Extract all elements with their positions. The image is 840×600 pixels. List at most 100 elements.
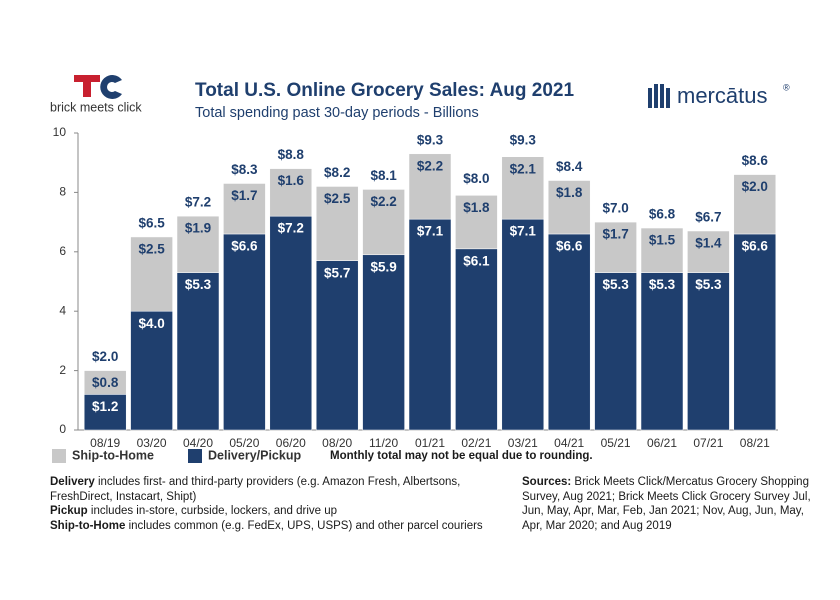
total-label: $8.3 [231, 162, 258, 177]
value-label: $2.5 [138, 242, 165, 257]
bar-segment [269, 215, 313, 431]
value-label: $7.1 [417, 224, 444, 239]
logo-right-icon [648, 84, 670, 108]
value-label: $5.3 [602, 277, 629, 292]
bar-segment [501, 156, 545, 220]
bar-segment [83, 370, 127, 395]
total-label: $7.0 [602, 201, 628, 216]
chart-title: Total U.S. Online Grocery Sales: Aug 202… [195, 80, 574, 101]
total-label: $7.2 [185, 195, 211, 210]
value-label: $1.8 [463, 200, 490, 215]
bar-segment [315, 186, 359, 261]
footnote-text: includes first- and third-party provider… [50, 476, 461, 503]
x-tick-label: 08/20 [322, 436, 352, 450]
value-label: $6.6 [556, 239, 583, 254]
legend-label: Ship-to-Home [72, 448, 154, 462]
bar-segment [269, 168, 313, 217]
bar-segment [362, 189, 405, 256]
footnote: Delivery includes first- and third-party… [50, 475, 505, 504]
logo-left-icon [74, 75, 122, 100]
sources-text: Brick Meets Click/Mercatus Grocery Shopp… [522, 476, 811, 532]
bar-segment [547, 233, 591, 431]
note: Monthly total may not be equal due to ro… [330, 450, 593, 462]
y-tick-label: 6 [59, 244, 66, 258]
footnote: Ship-to-Home includes common (e.g. FedEx… [50, 519, 505, 534]
logo-right-mark: ® [783, 82, 790, 92]
total-label: $6.7 [695, 210, 721, 225]
value-label: $2.1 [510, 161, 537, 176]
total-label: $8.2 [324, 165, 350, 180]
footnote: Pickup includes in-store, curbside, lock… [50, 504, 505, 519]
value-label: $2.5 [324, 191, 351, 206]
total-label: $2.0 [92, 349, 118, 364]
x-tick-label: 04/20 [183, 436, 213, 450]
y-tick-label: 2 [59, 363, 66, 377]
bar-segment [501, 218, 545, 431]
value-label: $1.4 [695, 236, 722, 251]
bar-segment [130, 236, 173, 312]
value-label: $2.2 [370, 194, 396, 209]
x-tick-label: 04/21 [554, 436, 584, 450]
value-label: $0.8 [92, 375, 119, 390]
bar-segment [594, 221, 637, 273]
value-label: $1.5 [649, 233, 676, 248]
value-label: $4.0 [138, 316, 164, 331]
total-label: $8.8 [278, 147, 305, 162]
footnote-text: includes in-store, curbside, lockers, an… [87, 505, 338, 517]
bar-segment [223, 183, 266, 235]
value-label: $1.7 [602, 227, 628, 242]
chart-subtitle: Total spending past 30-day periods - Bil… [195, 105, 479, 121]
bar-segment [687, 230, 730, 273]
total-label: $8.4 [556, 159, 583, 174]
x-tick-label: 11/20 [369, 436, 398, 450]
y-tick-label: 0 [59, 422, 66, 436]
bar-segment [223, 233, 266, 431]
y-tick-label: 10 [53, 125, 67, 139]
value-label: $2.0 [742, 179, 768, 194]
bar-segment [733, 174, 777, 235]
total-label: $9.3 [417, 132, 444, 147]
value-label: $7.2 [278, 221, 304, 236]
bar-segment [547, 180, 591, 235]
x-tick-label: 03/21 [508, 436, 538, 450]
bar-segment [130, 310, 173, 431]
value-label: $1.8 [556, 185, 583, 200]
value-label: $1.7 [231, 188, 257, 203]
bar-segment [176, 215, 220, 273]
y-tick-label: 4 [59, 303, 66, 317]
value-label: $1.9 [185, 221, 211, 236]
x-tick-label: 05/21 [601, 436, 631, 450]
bar-segment [83, 394, 127, 431]
bar-segment [408, 153, 452, 220]
bar-segment [640, 272, 684, 431]
total-label: $6.8 [649, 207, 676, 222]
bar-segment [640, 227, 684, 273]
footnote-term: Pickup [50, 505, 88, 517]
value-label: $5.9 [370, 259, 396, 274]
sources-term: Sources: [522, 476, 572, 488]
x-tick-label: 06/21 [647, 436, 677, 450]
x-tick-label: 03/20 [137, 436, 167, 450]
value-label: $5.7 [324, 265, 350, 280]
footnote-text: includes common (e.g. FedEx, UPS, USPS) … [125, 519, 483, 532]
x-tick-label: 07/21 [693, 436, 723, 450]
x-tick-label: 08/21 [740, 436, 770, 450]
legend-label: Delivery/Pickup [208, 448, 301, 462]
total-label: $8.6 [742, 153, 769, 168]
footnote-term: Ship-to-Home [50, 519, 126, 532]
total-label: $6.5 [138, 216, 165, 231]
sources: Sources: Brick Meets Click/Mercatus Groc… [522, 475, 822, 533]
logo-left: brick meets click [50, 100, 142, 114]
value-label: $5.3 [185, 277, 212, 292]
y-tick-label: 8 [59, 185, 66, 199]
legend-swatch [52, 449, 66, 463]
bar-segment [733, 233, 777, 431]
bar-segment [315, 260, 359, 431]
bar-segment [455, 248, 498, 431]
value-label: $1.2 [92, 399, 118, 414]
value-label: $2.2 [417, 158, 443, 173]
value-label: $7.1 [510, 224, 537, 239]
x-tick-label: 01/21 [415, 436, 445, 450]
